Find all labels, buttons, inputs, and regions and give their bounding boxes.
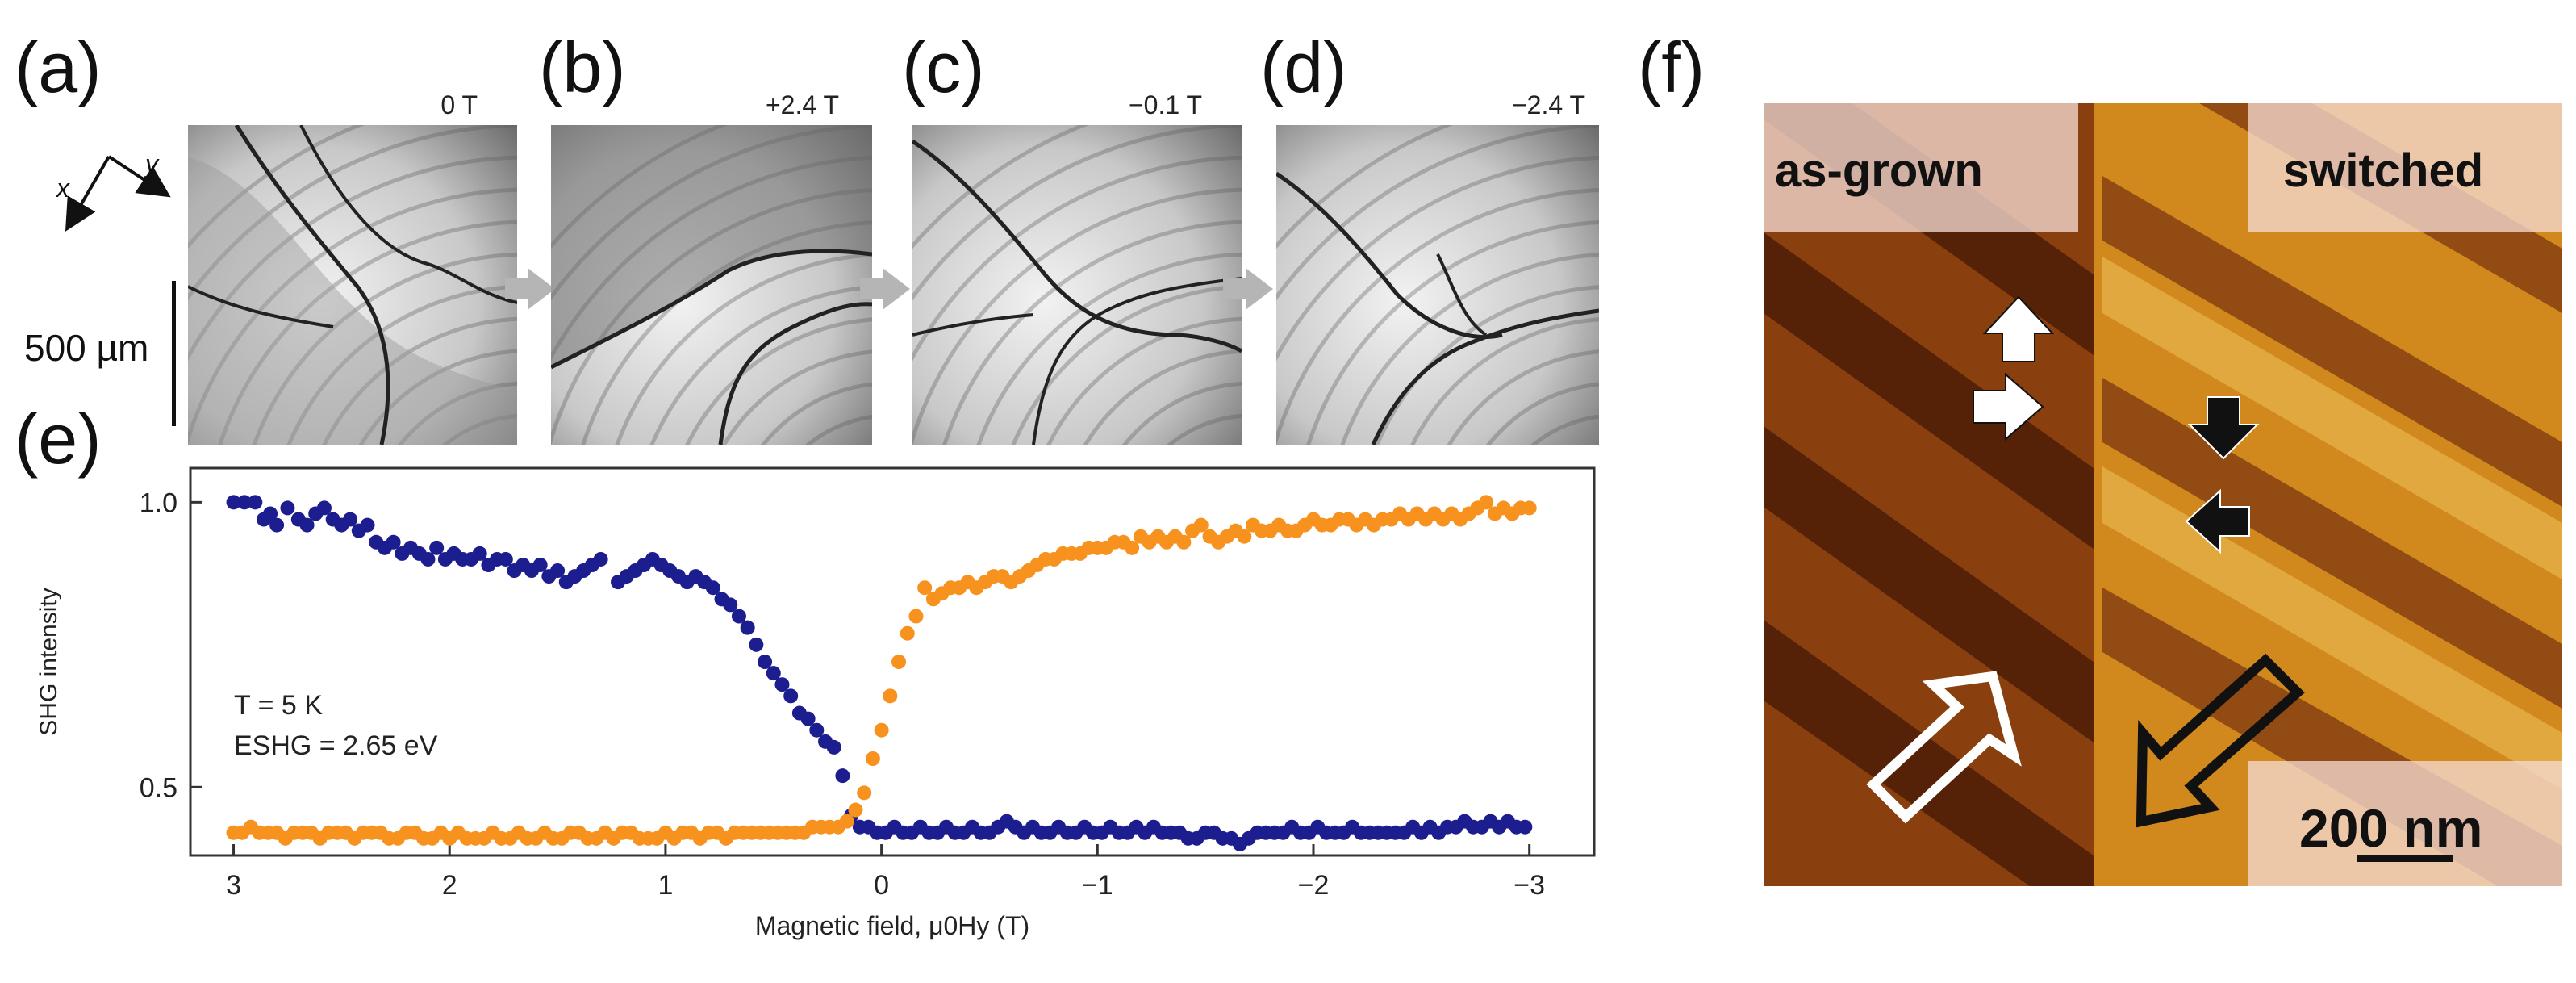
blue-data-point — [550, 563, 566, 579]
micrograph-b — [551, 125, 872, 445]
micrograph-a — [188, 125, 517, 445]
big-arrow-up-right-white-icon — [1866, 671, 2022, 824]
orange-data-point — [848, 802, 863, 818]
y-tick-label: 0.5 — [140, 772, 177, 803]
blue-data-point — [343, 512, 358, 527]
x-tick-label: 3 — [226, 870, 241, 901]
blue-data-point — [593, 551, 608, 567]
panel-label-e: (e) — [15, 399, 102, 479]
blue-data-point — [758, 655, 773, 669]
big-arrow-down-left-black-icon — [2136, 653, 2305, 828]
blue-data-point — [236, 495, 252, 510]
orange-data-point — [1237, 529, 1252, 544]
blue-data-point — [740, 620, 755, 635]
orange-data-point — [865, 751, 880, 766]
blue-data-point — [420, 551, 436, 567]
y-tick-label: 1.0 — [140, 487, 177, 518]
blue-data-point — [749, 637, 764, 652]
orange-data-point — [1522, 500, 1537, 516]
blue-data-point — [809, 722, 825, 738]
blue-data-point — [472, 546, 487, 561]
plot-frame — [189, 466, 1596, 857]
sequence-arrow-1 — [505, 268, 555, 310]
orange-data-point — [891, 655, 907, 669]
sequence-arrow-2 — [860, 268, 910, 310]
afm-image — [1764, 103, 2562, 886]
orange-data-point — [874, 722, 889, 738]
afm-scale-bar — [2357, 855, 2453, 862]
panel-label-d: (d) — [1260, 27, 1347, 107]
xy-axes-inset — [65, 155, 171, 232]
blue-data-point — [263, 506, 278, 521]
panel-label-f: (f) — [1638, 27, 1706, 107]
x-tick-label: 2 — [442, 870, 457, 901]
panel-label-b: (b) — [539, 27, 626, 107]
micrograph-d — [1276, 125, 1599, 445]
blue-data-point — [386, 534, 401, 550]
sequence-arrow-3 — [1223, 268, 1273, 310]
orange-data-point — [857, 785, 872, 801]
panel-label-c: (c) — [902, 27, 985, 107]
blue-data-point — [783, 688, 799, 704]
orange-data-point — [1193, 517, 1209, 533]
panel-label-a: (a) — [15, 27, 102, 107]
blue-data-point — [226, 495, 241, 510]
afm-label-as-grown: as-grown — [1775, 144, 1983, 197]
orange-data-point — [1479, 495, 1494, 510]
orange-data-point — [900, 625, 915, 641]
blue-data-point — [429, 540, 445, 555]
scale-label-500um: 500 µm — [24, 327, 149, 369]
micrograph-c — [912, 125, 1242, 445]
annotation-energy: ESHG = 2.65 eV — [234, 730, 438, 761]
annotation-temperature: T = 5 K — [234, 690, 323, 721]
blue-data-point — [299, 517, 315, 533]
blue-data-point — [498, 551, 513, 567]
field-label-a: 0 T — [440, 90, 478, 119]
orange-data-point — [1176, 534, 1192, 550]
afm-scale-label: 200 nm — [2299, 798, 2483, 858]
arrow-up-white-icon — [1982, 295, 2055, 362]
orange-data-point — [917, 580, 933, 596]
x-axis-label: Magnetic field, μ0Hy (T) — [755, 911, 1029, 940]
orange-data-point — [908, 609, 924, 624]
blue-data-point — [269, 517, 285, 533]
blue-data-point — [774, 677, 790, 692]
blue-data-point — [248, 495, 263, 510]
blue-data-point — [280, 500, 295, 516]
shg-chart: 3 2 1 0 −1 −2 −3 0.5 1.0 SHG intensity Magnetic … — [35, 466, 1596, 940]
blue-data-point — [731, 609, 746, 624]
blue-data-point — [316, 500, 332, 516]
y-axis-label: SHG intensity — [35, 588, 62, 735]
blue-data-point — [1518, 819, 1533, 835]
blue-data-point — [826, 739, 841, 755]
orange-data-point — [839, 814, 854, 829]
x-tick-label: −1 — [1082, 870, 1113, 901]
arrow-right-white-icon — [1973, 372, 2044, 441]
scale-bar-500um — [172, 281, 176, 426]
blue-data-point — [835, 768, 850, 784]
orange-data-point — [1125, 540, 1140, 555]
field-label-b: +2.4 T — [765, 90, 839, 119]
x-tick-label: 1 — [658, 870, 673, 901]
blue-data-point — [723, 597, 738, 613]
blue-data-point — [766, 666, 781, 681]
arrow-down-black-icon — [2187, 396, 2260, 460]
blue-data-point — [532, 558, 548, 572]
field-label-c: −0.1 T — [1128, 90, 1202, 119]
arrow-left-black-icon — [2185, 488, 2250, 554]
axis-y-label: y — [145, 149, 158, 178]
afm-label-switched: switched — [2283, 144, 2484, 197]
blue-data-point — [800, 711, 816, 726]
field-label-d: −2.4 T — [1511, 90, 1585, 119]
x-tick-label: −3 — [1513, 870, 1545, 901]
axis-x-label: x — [56, 174, 69, 203]
blue-data-point — [705, 580, 720, 596]
x-tick-label: 0 — [874, 870, 889, 901]
x-tick-label: −2 — [1298, 870, 1330, 901]
orange-data-point — [883, 688, 898, 704]
blue-data-point — [360, 517, 375, 533]
